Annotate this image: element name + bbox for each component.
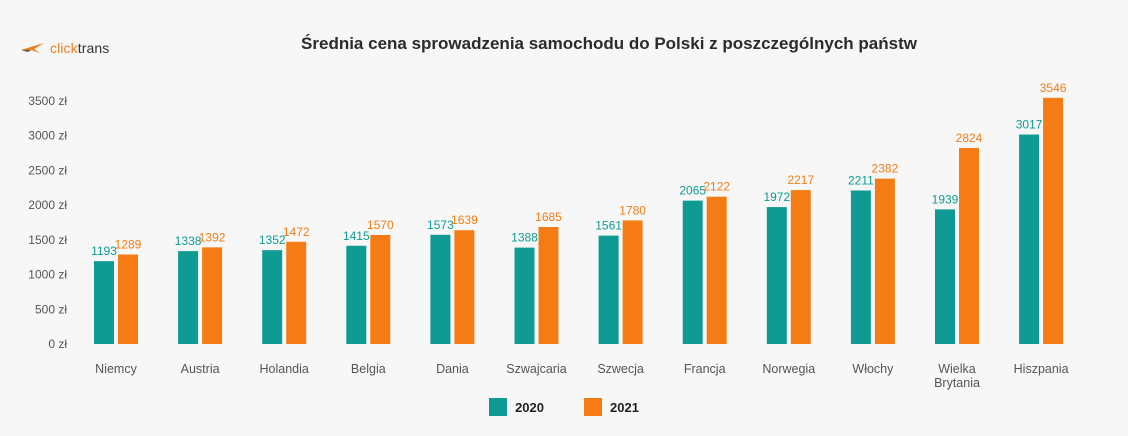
bar-2021: [202, 247, 223, 344]
data-label-2020: 1388: [511, 231, 538, 245]
legend-swatch-2021: [584, 398, 602, 416]
bar-2020: [682, 200, 703, 344]
bar-2021: [538, 227, 559, 344]
data-label-2020: 1415: [343, 229, 370, 243]
bar-2021: [790, 190, 811, 344]
x-tick-label: Szwajcaria: [506, 362, 566, 376]
data-label-2021: 1570: [367, 218, 394, 232]
bar-2021: [706, 196, 727, 344]
legend-label-2021: 2021: [610, 399, 639, 415]
y-tick-label: 1500 zł: [28, 233, 67, 247]
data-label-2021: 1289: [115, 238, 142, 252]
x-tick-label: Austria: [181, 362, 220, 376]
data-label-2021: 1780: [619, 203, 646, 217]
bar-2021: [454, 230, 475, 344]
bar-2020: [850, 190, 871, 344]
data-label-2020: 1352: [259, 233, 286, 247]
legend: 2020 2021: [0, 398, 1128, 416]
chart-title: Średnia cena sprowadzenia samochodu do P…: [301, 34, 917, 53]
y-tick-label: 3500 zł: [28, 94, 67, 108]
y-tick-label: 1000 zł: [28, 268, 67, 282]
data-label-2020: 2065: [679, 184, 706, 198]
bar-2020: [598, 235, 619, 344]
x-tick-label: Hiszpania: [1014, 362, 1069, 376]
x-tick-label: Holandia: [260, 362, 309, 376]
x-tick-label: Belgia: [351, 362, 386, 376]
bar-2020: [514, 247, 535, 344]
bar-2021: [118, 254, 138, 344]
bar-2020: [346, 245, 367, 344]
data-label-2020: 2211: [848, 173, 874, 187]
y-tick-label: 3000 zł: [28, 129, 67, 143]
data-label-2020: 3017: [1016, 118, 1043, 132]
legend-item-2021: 2021: [584, 398, 639, 416]
bar-2020: [430, 234, 451, 344]
data-label-2021: 1392: [199, 230, 226, 244]
data-label-2021: 2217: [787, 173, 814, 187]
bar-2020: [935, 209, 955, 344]
data-label-2021: 1472: [283, 225, 310, 239]
bar-2020: [262, 250, 283, 344]
y-tick-label: 0 zł: [48, 337, 67, 351]
x-tick-label: Niemcy: [95, 362, 137, 376]
data-label-2021: 1639: [451, 213, 478, 227]
x-tick-label: Włochy: [852, 362, 894, 376]
bar-2021: [370, 234, 391, 344]
y-tick-label: 500 zł: [35, 302, 67, 316]
data-label-2020: 1338: [175, 234, 202, 248]
data-label-2021: 2382: [872, 162, 899, 176]
bar-2021: [1043, 97, 1064, 345]
data-label-2021: 1685: [535, 210, 562, 224]
y-tick-label: 2000 zł: [28, 198, 67, 212]
x-tick-label: Francja: [684, 362, 726, 376]
bar-2021: [959, 147, 979, 344]
data-label-2021: 2122: [703, 180, 730, 194]
x-tick-label: Wielka Brytania: [934, 362, 980, 390]
x-tick-label: Szwecja: [597, 362, 644, 376]
legend-item-2020: 2020: [489, 398, 544, 416]
data-label-2020: 1193: [91, 244, 117, 258]
x-tick-label: Norwegia: [762, 362, 815, 376]
data-label-2020: 1561: [595, 219, 622, 233]
bar-2020: [766, 207, 787, 344]
bar-2020: [178, 251, 199, 344]
bar-2020: [1019, 134, 1040, 344]
y-tick-label: 2500 zł: [28, 163, 67, 177]
plane-icon: [21, 43, 44, 53]
x-tick-label: Dania: [436, 362, 469, 376]
bar-2020: [94, 261, 114, 344]
legend-label-2020: 2020: [515, 399, 544, 415]
brand-name: clicktrans: [50, 40, 110, 56]
data-label-2021: 2824: [956, 131, 983, 145]
data-label-2021: 3546: [1040, 81, 1067, 95]
legend-swatch-2020: [489, 398, 508, 416]
data-label-2020: 1972: [763, 190, 790, 204]
bar-2021: [622, 220, 643, 344]
data-label-2020: 1939: [932, 192, 959, 206]
bar-2021: [874, 178, 895, 344]
brand-logo: clicktrans: [20, 36, 109, 60]
bar-2021: [286, 241, 307, 344]
data-label-2020: 1573: [427, 218, 454, 232]
